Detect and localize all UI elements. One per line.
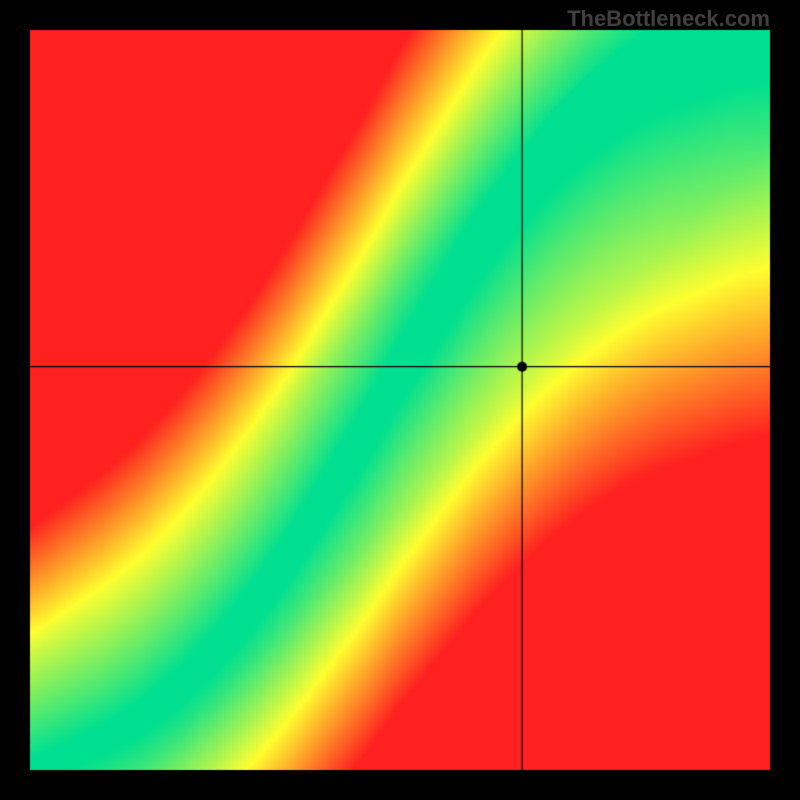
chart-container: TheBottleneck.com: [0, 0, 800, 800]
attribution-label: TheBottleneck.com: [567, 6, 770, 32]
bottleneck-heatmap: [0, 0, 800, 800]
